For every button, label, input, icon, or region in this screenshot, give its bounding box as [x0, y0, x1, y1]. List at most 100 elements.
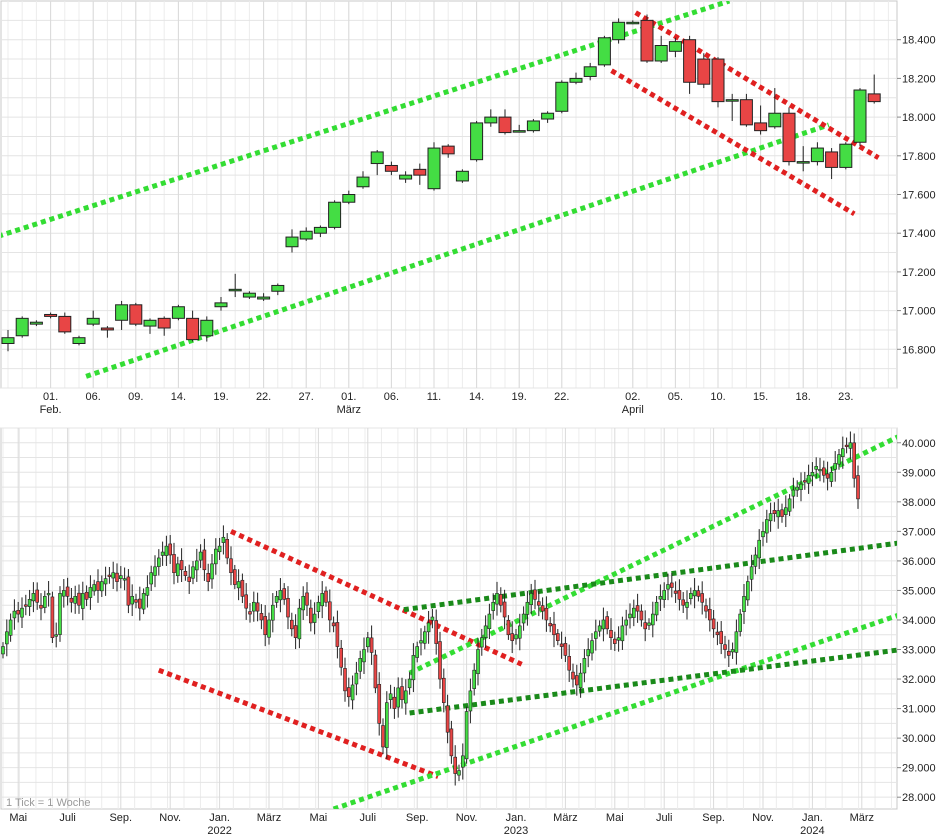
candle — [574, 664, 579, 696]
candle-body-up — [171, 306, 185, 319]
candle-body-up — [647, 622, 651, 626]
y-axis-daily: 16.800 17.000 17.200 17.400 17.600 17.800 18.0… — [897, 35, 936, 356]
y-tick-label: 18.200 — [902, 73, 936, 85]
candle-body-up — [455, 170, 469, 182]
candle-body-up — [593, 631, 598, 639]
candle — [658, 584, 663, 612]
candle — [289, 612, 294, 637]
candle — [229, 546, 233, 586]
candle-body-up — [839, 143, 853, 168]
candle-body-up — [753, 554, 758, 567]
candle-body-down — [187, 576, 191, 582]
candle-body-up — [654, 45, 668, 62]
candle-body-down — [84, 591, 89, 600]
candle-body-down — [263, 616, 268, 636]
candle-body-down — [107, 574, 112, 577]
candle-body-up — [342, 194, 356, 203]
candle-body-down — [700, 593, 705, 603]
candle — [753, 547, 758, 575]
candle — [700, 581, 705, 615]
candle-body-down — [229, 558, 233, 574]
candle-body-up — [853, 89, 867, 143]
candle — [668, 37, 682, 58]
candle-body-up — [666, 584, 670, 590]
candle — [734, 619, 739, 665]
candle — [84, 585, 89, 607]
candle — [620, 616, 625, 650]
candle-body-up — [200, 319, 214, 337]
candle-body-down — [673, 590, 678, 594]
candle — [157, 549, 161, 576]
candle-body-up — [597, 625, 602, 632]
candle-body-down — [308, 607, 313, 624]
x-tick-label: 14. — [171, 391, 186, 403]
candle-body-up — [320, 593, 325, 607]
candle — [783, 495, 788, 528]
candle — [381, 718, 385, 755]
candle — [171, 304, 185, 321]
candle-body-up — [362, 649, 366, 663]
candle — [647, 618, 651, 630]
candle-body-up — [472, 669, 477, 689]
candle-body-up — [616, 637, 621, 641]
candle-body-down — [286, 597, 290, 618]
candle-body-up — [525, 601, 530, 615]
candle-body-down — [711, 58, 725, 103]
candle-body-up — [464, 711, 469, 760]
candle — [403, 679, 408, 715]
candle — [825, 461, 830, 491]
candle — [130, 584, 134, 617]
candle — [54, 622, 59, 648]
candle-body-up — [299, 230, 313, 240]
candle — [50, 591, 55, 643]
candle — [453, 745, 458, 786]
candle-body-down — [343, 668, 347, 692]
candle-body-down — [635, 605, 640, 612]
candle-body-up — [818, 469, 822, 472]
candle-body-down — [65, 586, 70, 597]
candle — [476, 637, 480, 686]
x-tick-label: 01. — [341, 391, 356, 403]
candle — [559, 631, 564, 659]
candle-body-down — [35, 589, 40, 603]
candle-body-down — [23, 604, 28, 607]
candle-body-down — [825, 151, 839, 168]
candle — [555, 80, 569, 114]
candle — [593, 619, 598, 651]
candle-body-up — [285, 236, 299, 248]
candle-body-up — [214, 548, 218, 565]
candle — [145, 575, 150, 608]
candle-body-up — [356, 176, 370, 188]
candle — [39, 593, 43, 621]
candle-body-up — [479, 637, 484, 648]
candle-body-down — [536, 601, 541, 606]
candle-body-up — [358, 658, 363, 672]
candle-body-up — [776, 510, 781, 518]
x-tick-label: 18. — [796, 391, 811, 403]
candle — [707, 597, 712, 632]
y-tick-label: 39.000 — [902, 467, 936, 479]
candle — [153, 555, 157, 588]
candle — [285, 229, 299, 253]
candle — [445, 694, 450, 744]
candle-body-up — [521, 613, 526, 624]
candle-body-up — [153, 566, 157, 576]
candle-body-up — [297, 607, 302, 640]
candle — [711, 57, 725, 108]
x-tick-label: Sep. — [702, 812, 725, 824]
candle-body-down — [77, 592, 81, 606]
candle — [160, 541, 165, 566]
candle — [631, 599, 636, 627]
candle — [449, 720, 454, 764]
candle — [460, 743, 465, 780]
candle-body-down — [441, 677, 446, 703]
candle-body-down — [552, 623, 556, 636]
candle-body-down — [544, 607, 549, 621]
candle-body-up — [31, 593, 36, 602]
candle — [563, 636, 568, 662]
y-tick-label: 33.000 — [902, 645, 936, 657]
candle-body-down — [502, 601, 507, 618]
candle-body-down — [233, 569, 237, 585]
candle — [20, 597, 24, 628]
